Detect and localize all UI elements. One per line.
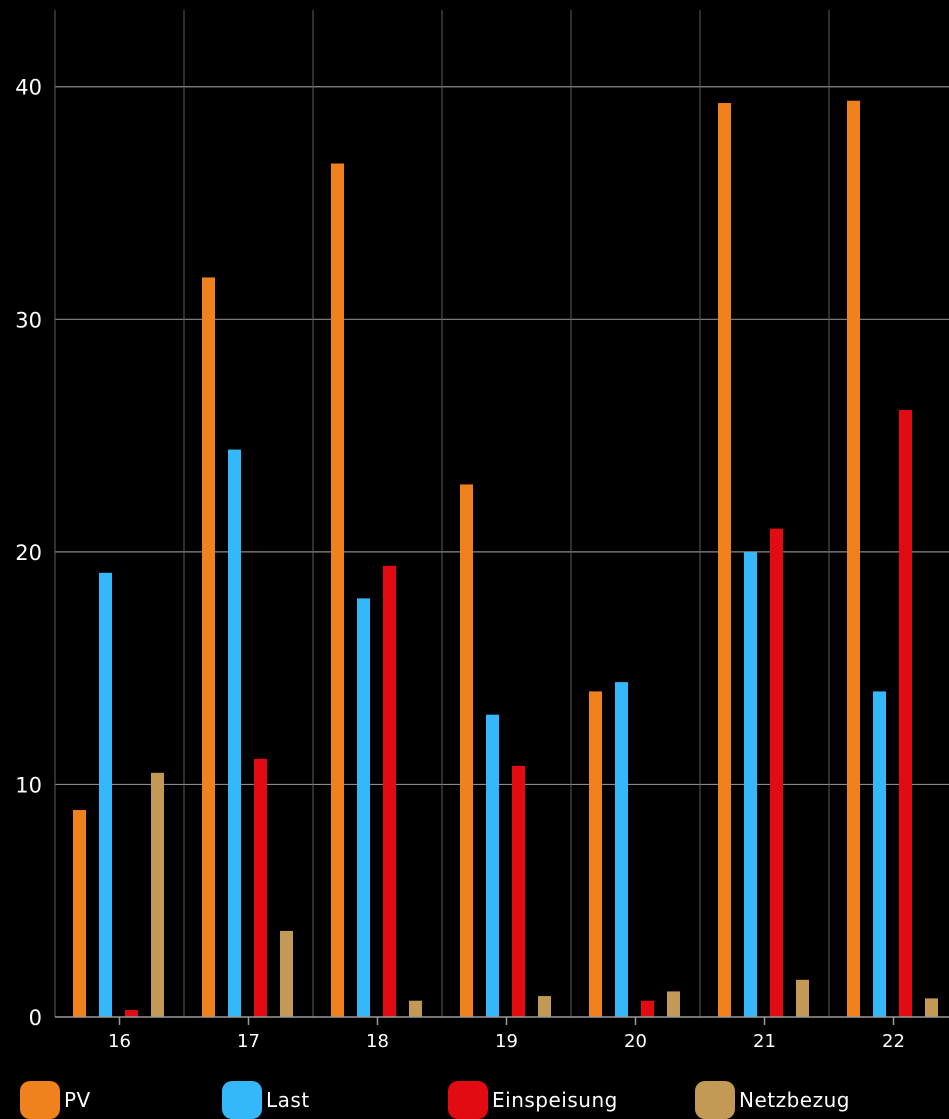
bar-netzbezug-19 [538, 996, 551, 1017]
y-tick-label-40: 40 [15, 76, 42, 100]
bar-last-17 [228, 449, 241, 1017]
bar-last-18 [357, 598, 370, 1017]
bar-einspeisung-16 [125, 1010, 138, 1017]
bar-pv-16 [73, 810, 86, 1017]
x-tick-label-20: 20 [624, 1031, 647, 1052]
x-tick-label-17: 17 [237, 1031, 260, 1052]
legend-swatch-last [222, 1081, 262, 1119]
bar-last-22 [873, 691, 886, 1017]
legend-swatch-pv [20, 1081, 60, 1119]
legend: PV Last Einspeisung Netzbezug [0, 1078, 949, 1119]
legend-item-last: Last [222, 1081, 310, 1119]
bar-last-21 [744, 551, 757, 1017]
bar-netzbezug-18 [409, 1000, 422, 1017]
x-tick-label-18: 18 [366, 1031, 389, 1052]
legend-label-last: Last [266, 1088, 310, 1112]
bar-einspeisung-17 [254, 758, 267, 1017]
bar-netzbezug-21 [796, 979, 809, 1017]
bar-last-19 [486, 714, 499, 1017]
legend-item-netzbezug: Netzbezug [695, 1081, 850, 1119]
x-tick-label-16: 16 [108, 1031, 131, 1052]
y-tick-label-30: 30 [15, 308, 42, 332]
bar-pv-21 [718, 103, 731, 1018]
bar-pv-20 [589, 691, 602, 1017]
x-tick-label-22: 22 [882, 1031, 905, 1052]
bar-einspeisung-20 [641, 1000, 654, 1017]
y-tick-label-0: 0 [29, 1006, 42, 1030]
x-tick-label-21: 21 [753, 1031, 776, 1052]
legend-label-pv: PV [64, 1088, 91, 1112]
axes [55, 1016, 949, 1025]
legend-label-einspeisung: Einspeisung [492, 1088, 618, 1112]
legend-swatch-einspeisung [448, 1081, 488, 1119]
bar-pv-22 [847, 100, 860, 1017]
bar-pv-18 [331, 163, 344, 1017]
bar-pv-19 [460, 484, 473, 1017]
bar-pv-17 [202, 277, 215, 1018]
gridlines [54, 10, 949, 1017]
bar-netzbezug-16 [151, 772, 164, 1017]
bar-einspeisung-19 [512, 765, 525, 1017]
y-tick-label-20: 20 [15, 541, 42, 565]
bars [73, 100, 938, 1018]
x-tick-label-19: 19 [495, 1031, 518, 1052]
bar-chart: 0 10 20 30 40 16 17 18 19 20 21 22 [15, 10, 949, 1052]
y-tick-label-10: 10 [15, 773, 42, 797]
bar-last-20 [615, 682, 628, 1017]
bar-einspeisung-22 [899, 410, 912, 1017]
bar-einspeisung-21 [770, 528, 783, 1017]
legend-item-einspeisung: Einspeisung [448, 1081, 618, 1119]
bar-netzbezug-20 [667, 991, 680, 1017]
tick-labels: 0 10 20 30 40 16 17 18 19 20 21 22 [15, 76, 905, 1052]
bar-netzbezug-22 [925, 998, 938, 1017]
legend-swatch-netzbezug [695, 1081, 735, 1119]
bar-einspeisung-18 [383, 565, 396, 1017]
bar-last-16 [99, 572, 112, 1017]
legend-label-netzbezug: Netzbezug [739, 1088, 850, 1112]
bar-netzbezug-17 [280, 930, 293, 1017]
legend-item-pv: PV [20, 1081, 91, 1119]
